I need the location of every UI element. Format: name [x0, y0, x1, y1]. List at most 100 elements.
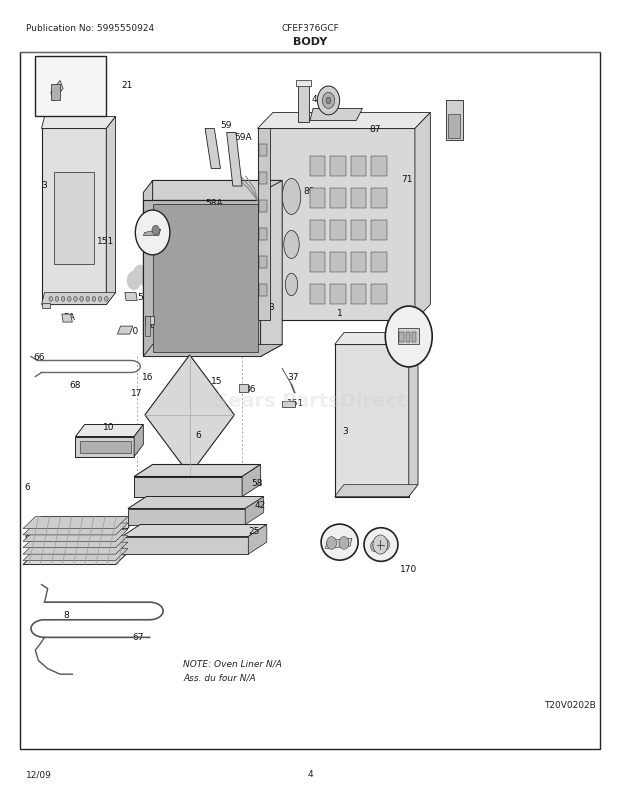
Polygon shape	[122, 537, 248, 554]
Bar	[35, 57, 106, 117]
Circle shape	[207, 278, 222, 297]
Polygon shape	[81, 441, 131, 453]
Text: 5: 5	[137, 293, 143, 302]
Text: NOTE: Oven Liner N/A: NOTE: Oven Liner N/A	[184, 659, 282, 668]
Polygon shape	[326, 538, 352, 549]
Bar	[330, 189, 346, 209]
Text: 25: 25	[248, 527, 260, 536]
Bar	[310, 157, 326, 177]
Bar	[351, 221, 366, 241]
Polygon shape	[415, 113, 430, 321]
Text: 58: 58	[251, 478, 263, 487]
Polygon shape	[134, 425, 143, 457]
Circle shape	[232, 274, 246, 294]
Polygon shape	[128, 509, 245, 525]
Bar	[405, 333, 410, 342]
Polygon shape	[335, 485, 418, 497]
Polygon shape	[51, 85, 60, 101]
Text: 5A: 5A	[63, 313, 75, 322]
Polygon shape	[23, 529, 128, 541]
Polygon shape	[143, 201, 260, 357]
Circle shape	[92, 297, 96, 302]
Circle shape	[339, 537, 349, 549]
Bar	[448, 115, 460, 139]
Text: 86: 86	[149, 321, 161, 330]
Text: 58B: 58B	[257, 303, 275, 312]
Polygon shape	[35, 516, 134, 529]
Text: 6: 6	[25, 533, 30, 541]
Text: 3: 3	[343, 426, 348, 435]
Text: 3: 3	[42, 180, 47, 190]
Text: 44: 44	[239, 281, 250, 290]
Text: 67: 67	[133, 632, 144, 642]
Bar	[371, 286, 386, 305]
Circle shape	[104, 297, 108, 302]
Text: 4: 4	[307, 769, 313, 778]
Polygon shape	[409, 333, 418, 497]
Circle shape	[135, 211, 170, 256]
Circle shape	[80, 297, 84, 302]
Circle shape	[99, 297, 102, 302]
Circle shape	[164, 265, 179, 285]
Polygon shape	[145, 317, 154, 325]
Text: 42: 42	[254, 500, 266, 509]
Polygon shape	[62, 314, 73, 322]
Polygon shape	[128, 497, 264, 509]
Bar	[259, 201, 267, 213]
Text: 151: 151	[97, 237, 114, 245]
Polygon shape	[143, 230, 161, 237]
Polygon shape	[23, 542, 128, 554]
Text: 9: 9	[94, 444, 100, 453]
Polygon shape	[134, 465, 260, 477]
Text: 170: 170	[122, 326, 139, 335]
Polygon shape	[23, 516, 128, 529]
Text: 62: 62	[399, 321, 411, 330]
Circle shape	[68, 297, 71, 302]
Polygon shape	[42, 117, 115, 129]
Text: 1: 1	[337, 309, 342, 318]
Circle shape	[381, 539, 389, 550]
Text: 5A: 5A	[340, 538, 352, 547]
Polygon shape	[245, 497, 264, 525]
Bar	[351, 189, 366, 209]
Polygon shape	[51, 81, 63, 101]
Circle shape	[317, 87, 340, 115]
Ellipse shape	[321, 525, 358, 561]
Circle shape	[126, 272, 141, 290]
Text: 12/09: 12/09	[26, 769, 52, 778]
Text: 5: 5	[379, 545, 385, 553]
Bar	[371, 157, 386, 177]
Bar	[399, 333, 404, 342]
Bar	[371, 189, 386, 209]
Polygon shape	[122, 525, 267, 537]
Text: 86: 86	[244, 384, 255, 394]
Circle shape	[151, 277, 166, 296]
Circle shape	[145, 276, 160, 295]
Circle shape	[219, 266, 234, 286]
Text: 88: 88	[244, 206, 255, 215]
Circle shape	[226, 267, 241, 286]
Polygon shape	[117, 326, 133, 334]
Bar	[371, 221, 386, 241]
Text: 45: 45	[311, 95, 322, 104]
Text: 59A: 59A	[234, 133, 252, 142]
Polygon shape	[298, 85, 309, 123]
Bar	[259, 229, 267, 241]
Circle shape	[170, 270, 185, 290]
Bar	[446, 101, 463, 141]
Circle shape	[182, 275, 197, 294]
Text: 8: 8	[63, 610, 69, 619]
Bar	[259, 173, 267, 185]
Polygon shape	[76, 425, 143, 437]
Polygon shape	[106, 117, 115, 305]
Circle shape	[176, 277, 191, 297]
Polygon shape	[257, 129, 270, 321]
Polygon shape	[143, 181, 282, 201]
Ellipse shape	[285, 274, 298, 296]
Polygon shape	[310, 109, 363, 121]
Ellipse shape	[282, 179, 301, 215]
Bar	[351, 286, 366, 305]
Text: 10: 10	[104, 422, 115, 431]
Circle shape	[213, 273, 228, 293]
Polygon shape	[257, 113, 430, 129]
